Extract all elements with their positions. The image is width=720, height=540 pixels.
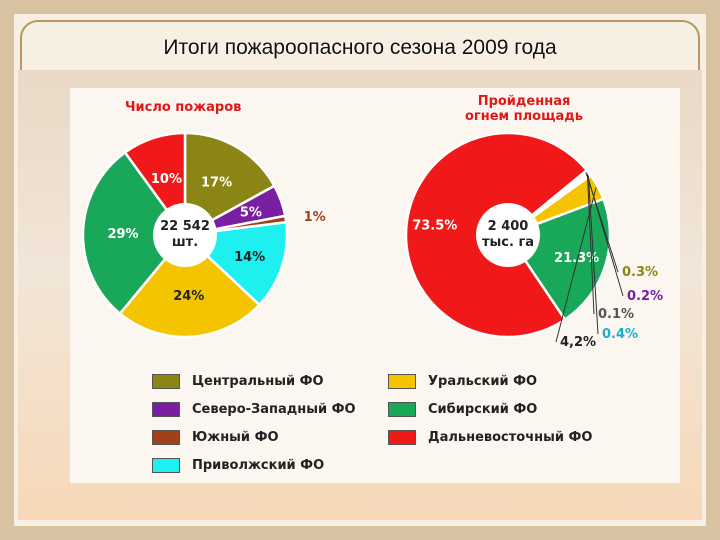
pie2-slice-label: 73.5%	[412, 218, 457, 233]
pie1-slice-label: 14%	[234, 250, 265, 265]
legend-label: Северо-Западный ФО	[192, 402, 356, 417]
pie1-slice-label: 1%	[304, 210, 326, 225]
pie1-slice	[81, 150, 187, 316]
pie2-center-value: 2 400	[488, 219, 529, 234]
pie2-callout-line	[586, 173, 624, 297]
legend-item: Дальневосточный ФО	[388, 430, 592, 445]
pie2-center-unit: тыс. га	[482, 235, 534, 250]
pie1-slice	[183, 131, 277, 238]
legend-swatch	[388, 402, 416, 417]
legend-swatch	[152, 402, 180, 417]
pie2-title-line1: Пройденная	[478, 94, 571, 109]
pie1-center-value: 22 542	[160, 219, 210, 234]
legend-item: Приволжский ФО	[152, 458, 324, 473]
legend-swatch	[152, 458, 180, 473]
pie1-slice-label: 5%	[240, 205, 262, 220]
pie1-slice-label: 10%	[151, 172, 182, 187]
pie1-slice-label: 29%	[107, 227, 138, 242]
legend-label: Уральский ФО	[428, 374, 538, 389]
pie2-slice-label: 0.4%	[602, 327, 638, 342]
legend-item: Северо-Западный ФО	[152, 402, 356, 417]
pie1-slice-label: 24%	[173, 289, 204, 304]
pie1-slice-label: 17%	[201, 176, 232, 191]
legend-item: Уральский ФО	[388, 374, 537, 389]
pie2-title-line2: огнем площадь	[465, 109, 583, 124]
pie2-slice-label: 21.3%	[554, 251, 599, 266]
legend-label: Приволжский ФО	[192, 458, 325, 473]
legend-label: Дальневосточный ФО	[428, 430, 593, 445]
legend-swatch	[152, 430, 180, 445]
pie1-center-unit: шт.	[172, 235, 198, 250]
pie1-title: Число пожаров	[125, 100, 241, 115]
legend-label: Южный ФО	[192, 430, 279, 445]
pie2-callout-line	[586, 174, 595, 315]
legend-item: Южный ФО	[152, 430, 279, 445]
pie2-slice-label: 0.3%	[622, 265, 658, 280]
pie2-center-hole	[476, 203, 540, 267]
legend-label: Центральный ФО	[192, 374, 324, 389]
pie1-slice	[118, 233, 262, 339]
legend-label: Сибирский ФО	[428, 402, 538, 417]
page-title: Итоги пожароопасного сезона 2009 года	[163, 36, 557, 59]
legend-swatch	[152, 374, 180, 389]
pie2-slice-label: 4,2%	[560, 335, 596, 350]
pie1-center-hole	[153, 203, 217, 267]
legend-swatch	[388, 374, 416, 389]
pie2-callout-line	[587, 175, 599, 335]
legend-item: Сибирский ФО	[388, 402, 537, 417]
pie2-slice-label: 0.2%	[627, 289, 663, 304]
legend-swatch	[388, 430, 416, 445]
pie2-callout-line	[555, 187, 597, 343]
pie2-slice-label: 0.1%	[598, 307, 634, 322]
legend-item: Центральный ФО	[152, 374, 324, 389]
